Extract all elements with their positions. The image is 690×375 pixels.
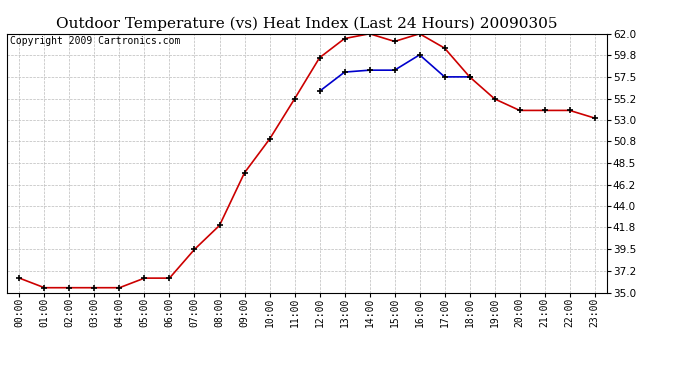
Title: Outdoor Temperature (vs) Heat Index (Last 24 Hours) 20090305: Outdoor Temperature (vs) Heat Index (Las… [57, 17, 558, 31]
Text: Copyright 2009 Cartronics.com: Copyright 2009 Cartronics.com [10, 36, 180, 46]
